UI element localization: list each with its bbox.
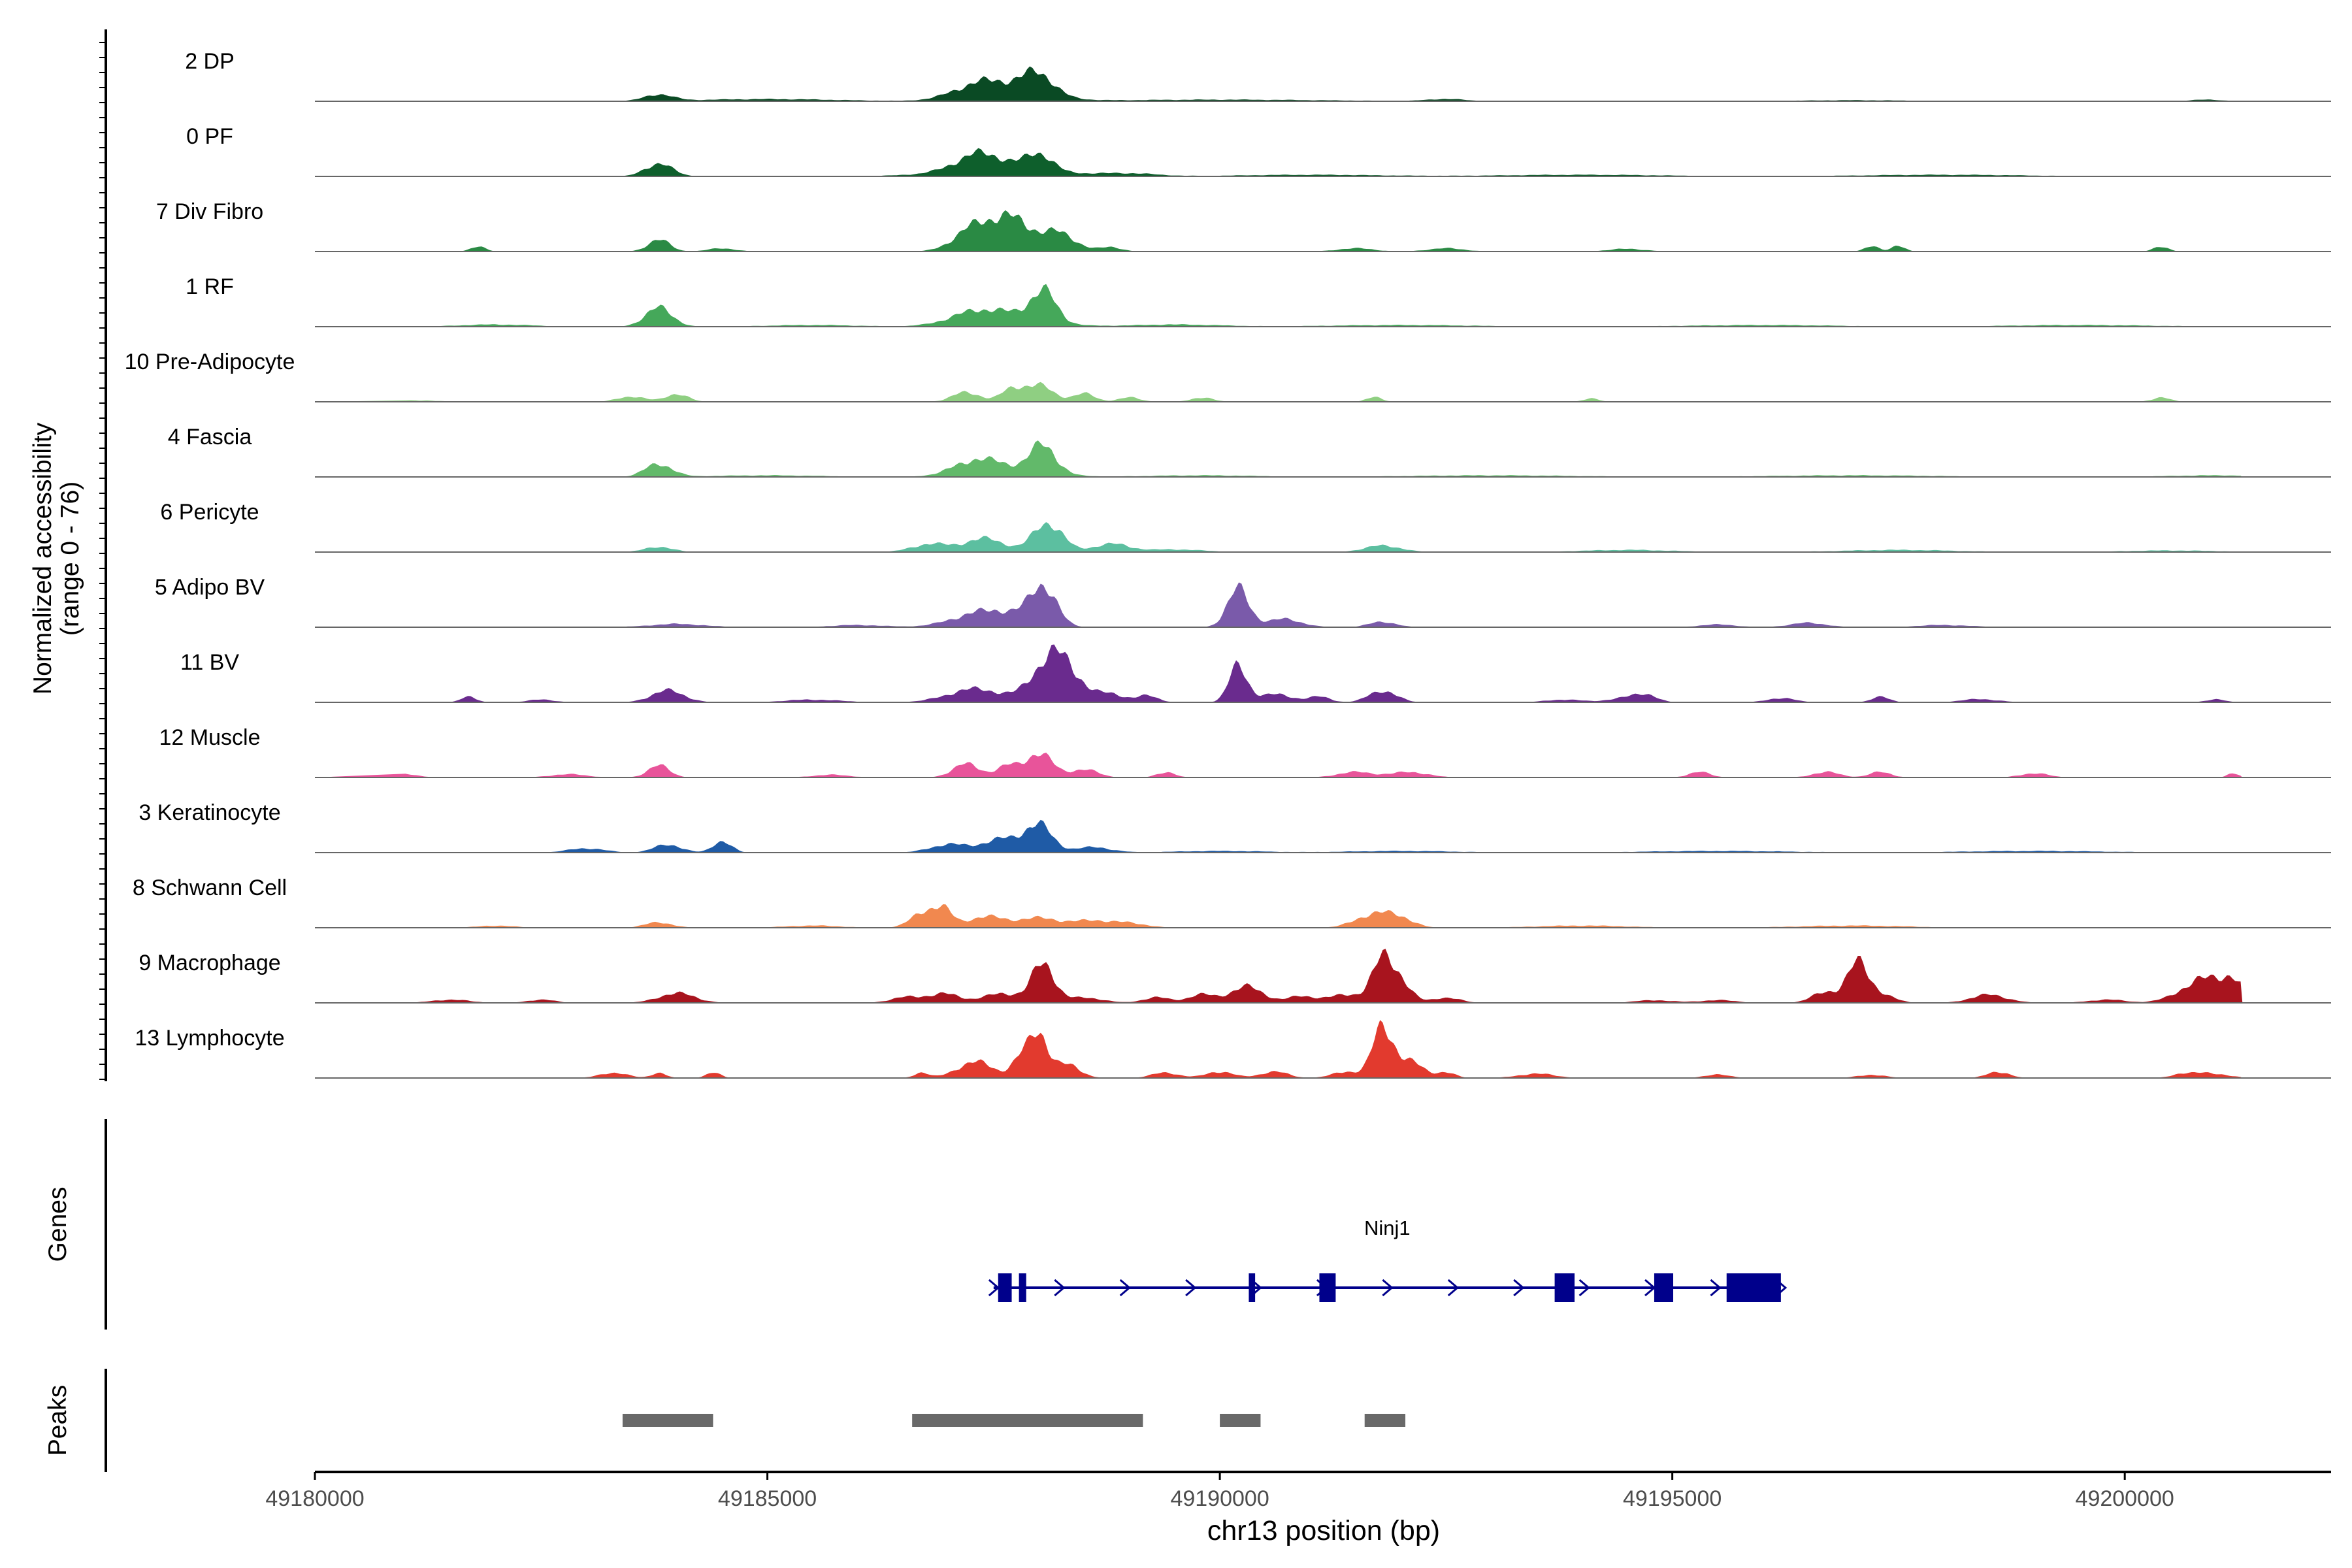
exon (1019, 1273, 1026, 1302)
strand-arrow (1382, 1279, 1394, 1297)
exon (1554, 1273, 1575, 1302)
x-tick-label: 49190000 (1170, 1486, 1269, 1511)
track-7-div-fibro: 7 Div Fibro (156, 199, 2331, 252)
strand-arrow (1710, 1279, 1722, 1297)
track-label: 9 Macrophage (139, 951, 280, 975)
track-8-schwann-cell: 8 Schwann Cell (133, 875, 2331, 928)
x-tick-label: 49195000 (1623, 1486, 1722, 1511)
gene-ninj1: Ninj1 (988, 1217, 1788, 1302)
x-tick-label: 49185000 (718, 1486, 817, 1511)
track-label: 13 Lymphocyte (135, 1026, 284, 1051)
track-0-pf: 0 PF (186, 124, 2331, 177)
coverage-y-axis (99, 29, 107, 1081)
strand-arrow (1185, 1279, 1197, 1297)
track-label: 0 PF (186, 124, 233, 149)
peaks-track (622, 1414, 1406, 1427)
peak-bar (912, 1414, 1143, 1427)
track-label: 5 Adipo BV (155, 575, 265, 600)
exon (1654, 1273, 1674, 1302)
coverage-area (315, 949, 2243, 1003)
track-1-rf: 1 RF (186, 274, 2331, 327)
genes-panel-label: Genes (44, 1187, 72, 1262)
track-label: 3 Keratinocyte (139, 800, 280, 825)
track-4-fascia: 4 Fascia (168, 425, 2331, 478)
peak-bar (1364, 1414, 1406, 1427)
track-10-pre-adipocyte: 10 Pre-Adipocyte (125, 350, 2331, 402)
track-6-pericyte: 6 Pericyte (160, 500, 2331, 553)
track-11-bv: 11 BV (180, 644, 2331, 703)
strand-arrow (1119, 1279, 1131, 1297)
track-2-dp: 2 DP (185, 49, 2331, 102)
track-13-lymphocyte: 13 Lymphocyte (135, 1020, 2331, 1079)
gene-annotation-track: Ninj1 (988, 1217, 1788, 1302)
x-tick-label: 49180000 (265, 1486, 364, 1511)
strand-arrow (1513, 1279, 1525, 1297)
y-axis-label-line-2: (range 0 - 76) (56, 482, 84, 636)
gene-name-label: Ninj1 (1364, 1217, 1411, 1239)
strand-arrow (1054, 1279, 1066, 1297)
peak-bar (1220, 1414, 1261, 1427)
track-label: 12 Muscle (159, 725, 261, 750)
exon (1726, 1273, 1781, 1302)
exon (998, 1273, 1012, 1302)
track-label: 7 Div Fibro (156, 199, 263, 224)
exon (1319, 1273, 1336, 1302)
coverage-tracks: 2 DP 0 PF 7 Div Fibro 1 RF 10 Pre-Adipocyte 4… (125, 49, 2331, 1079)
track-label: 6 Pericyte (160, 500, 259, 525)
track-3-keratinocyte: 3 Keratinocyte (139, 800, 2331, 853)
track-9-macrophage: 9 Macrophage (139, 949, 2331, 1004)
strand-arrow (1447, 1279, 1460, 1297)
track-label: 1 RF (186, 274, 234, 299)
track-label: 10 Pre-Adipocyte (125, 350, 295, 374)
strand-arrow (1578, 1279, 1590, 1297)
y-axis-label-line-1: Normalized accessibility (29, 422, 57, 694)
exon (1249, 1273, 1256, 1302)
track-label: 2 DP (185, 49, 235, 74)
track-label: 8 Schwann Cell (133, 875, 287, 900)
track-label: 11 BV (180, 650, 239, 675)
peaks-panel-label: Peaks (44, 1385, 72, 1456)
track-12-muscle: 12 Muscle (159, 725, 2331, 778)
x-axis: 49180000 49185000 49190000 49195000 49200000 (265, 1471, 2331, 1511)
x-tick-label: 49200000 (2076, 1486, 2174, 1511)
peak-bar (622, 1414, 713, 1427)
track-5-adipo-bv: 5 Adipo BV (155, 575, 2331, 628)
track-label: 4 Fascia (168, 425, 252, 449)
x-axis-title: chr13 position (bp) (1207, 1515, 1440, 1546)
